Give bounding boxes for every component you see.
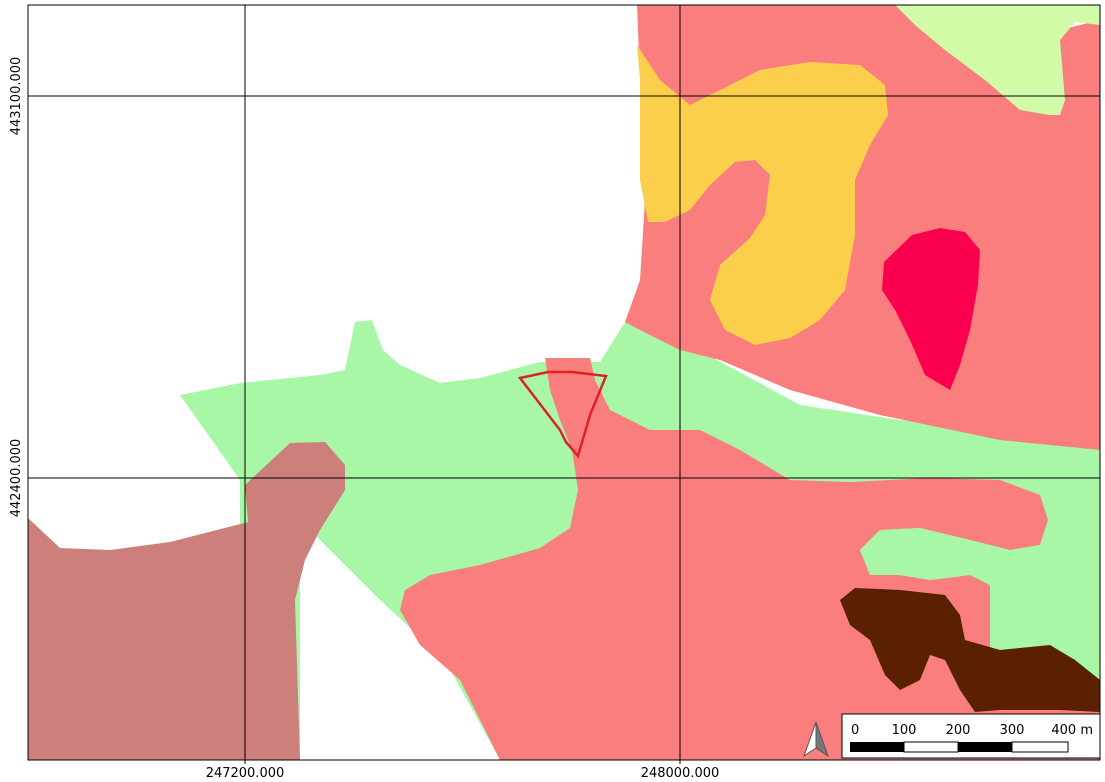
top-margin bbox=[0, 0, 1105, 5]
scale-label-100: 100 bbox=[892, 723, 917, 738]
scale-segment-1 bbox=[850, 742, 904, 752]
zone-dark-brown bbox=[840, 588, 1100, 712]
zone-lime bbox=[895, 5, 1100, 115]
zone-dusty-rose bbox=[28, 442, 345, 760]
scale-segment-4 bbox=[1011, 741, 1069, 753]
scale-segment-3 bbox=[958, 742, 1012, 752]
right-margin bbox=[1100, 0, 1105, 782]
grid-label-y-2: 442400.000 bbox=[9, 439, 24, 518]
scale-bar: 0 100 200 300 400 m bbox=[841, 713, 1101, 759]
scale-label-400m: 400 m bbox=[1051, 723, 1093, 738]
grid-label-y-1: 443100.000 bbox=[9, 57, 24, 136]
scale-label-0: 0 bbox=[851, 723, 859, 738]
grid-label-x-1: 247200.000 bbox=[206, 766, 285, 781]
parcel-outline[interactable] bbox=[517, 370, 608, 459]
north-arrow-icon bbox=[803, 721, 829, 758]
grid-label-x-2: 248000.000 bbox=[641, 766, 720, 781]
zone-crimson bbox=[882, 228, 980, 390]
map-border bbox=[27, 4, 1101, 761]
bottom-margin bbox=[0, 760, 1105, 782]
scale-label-200: 200 bbox=[946, 723, 971, 738]
scale-segment-2 bbox=[903, 741, 959, 753]
scale-label-300: 300 bbox=[1000, 723, 1025, 738]
left-margin bbox=[0, 0, 28, 782]
zone-yellow bbox=[637, 45, 888, 345]
